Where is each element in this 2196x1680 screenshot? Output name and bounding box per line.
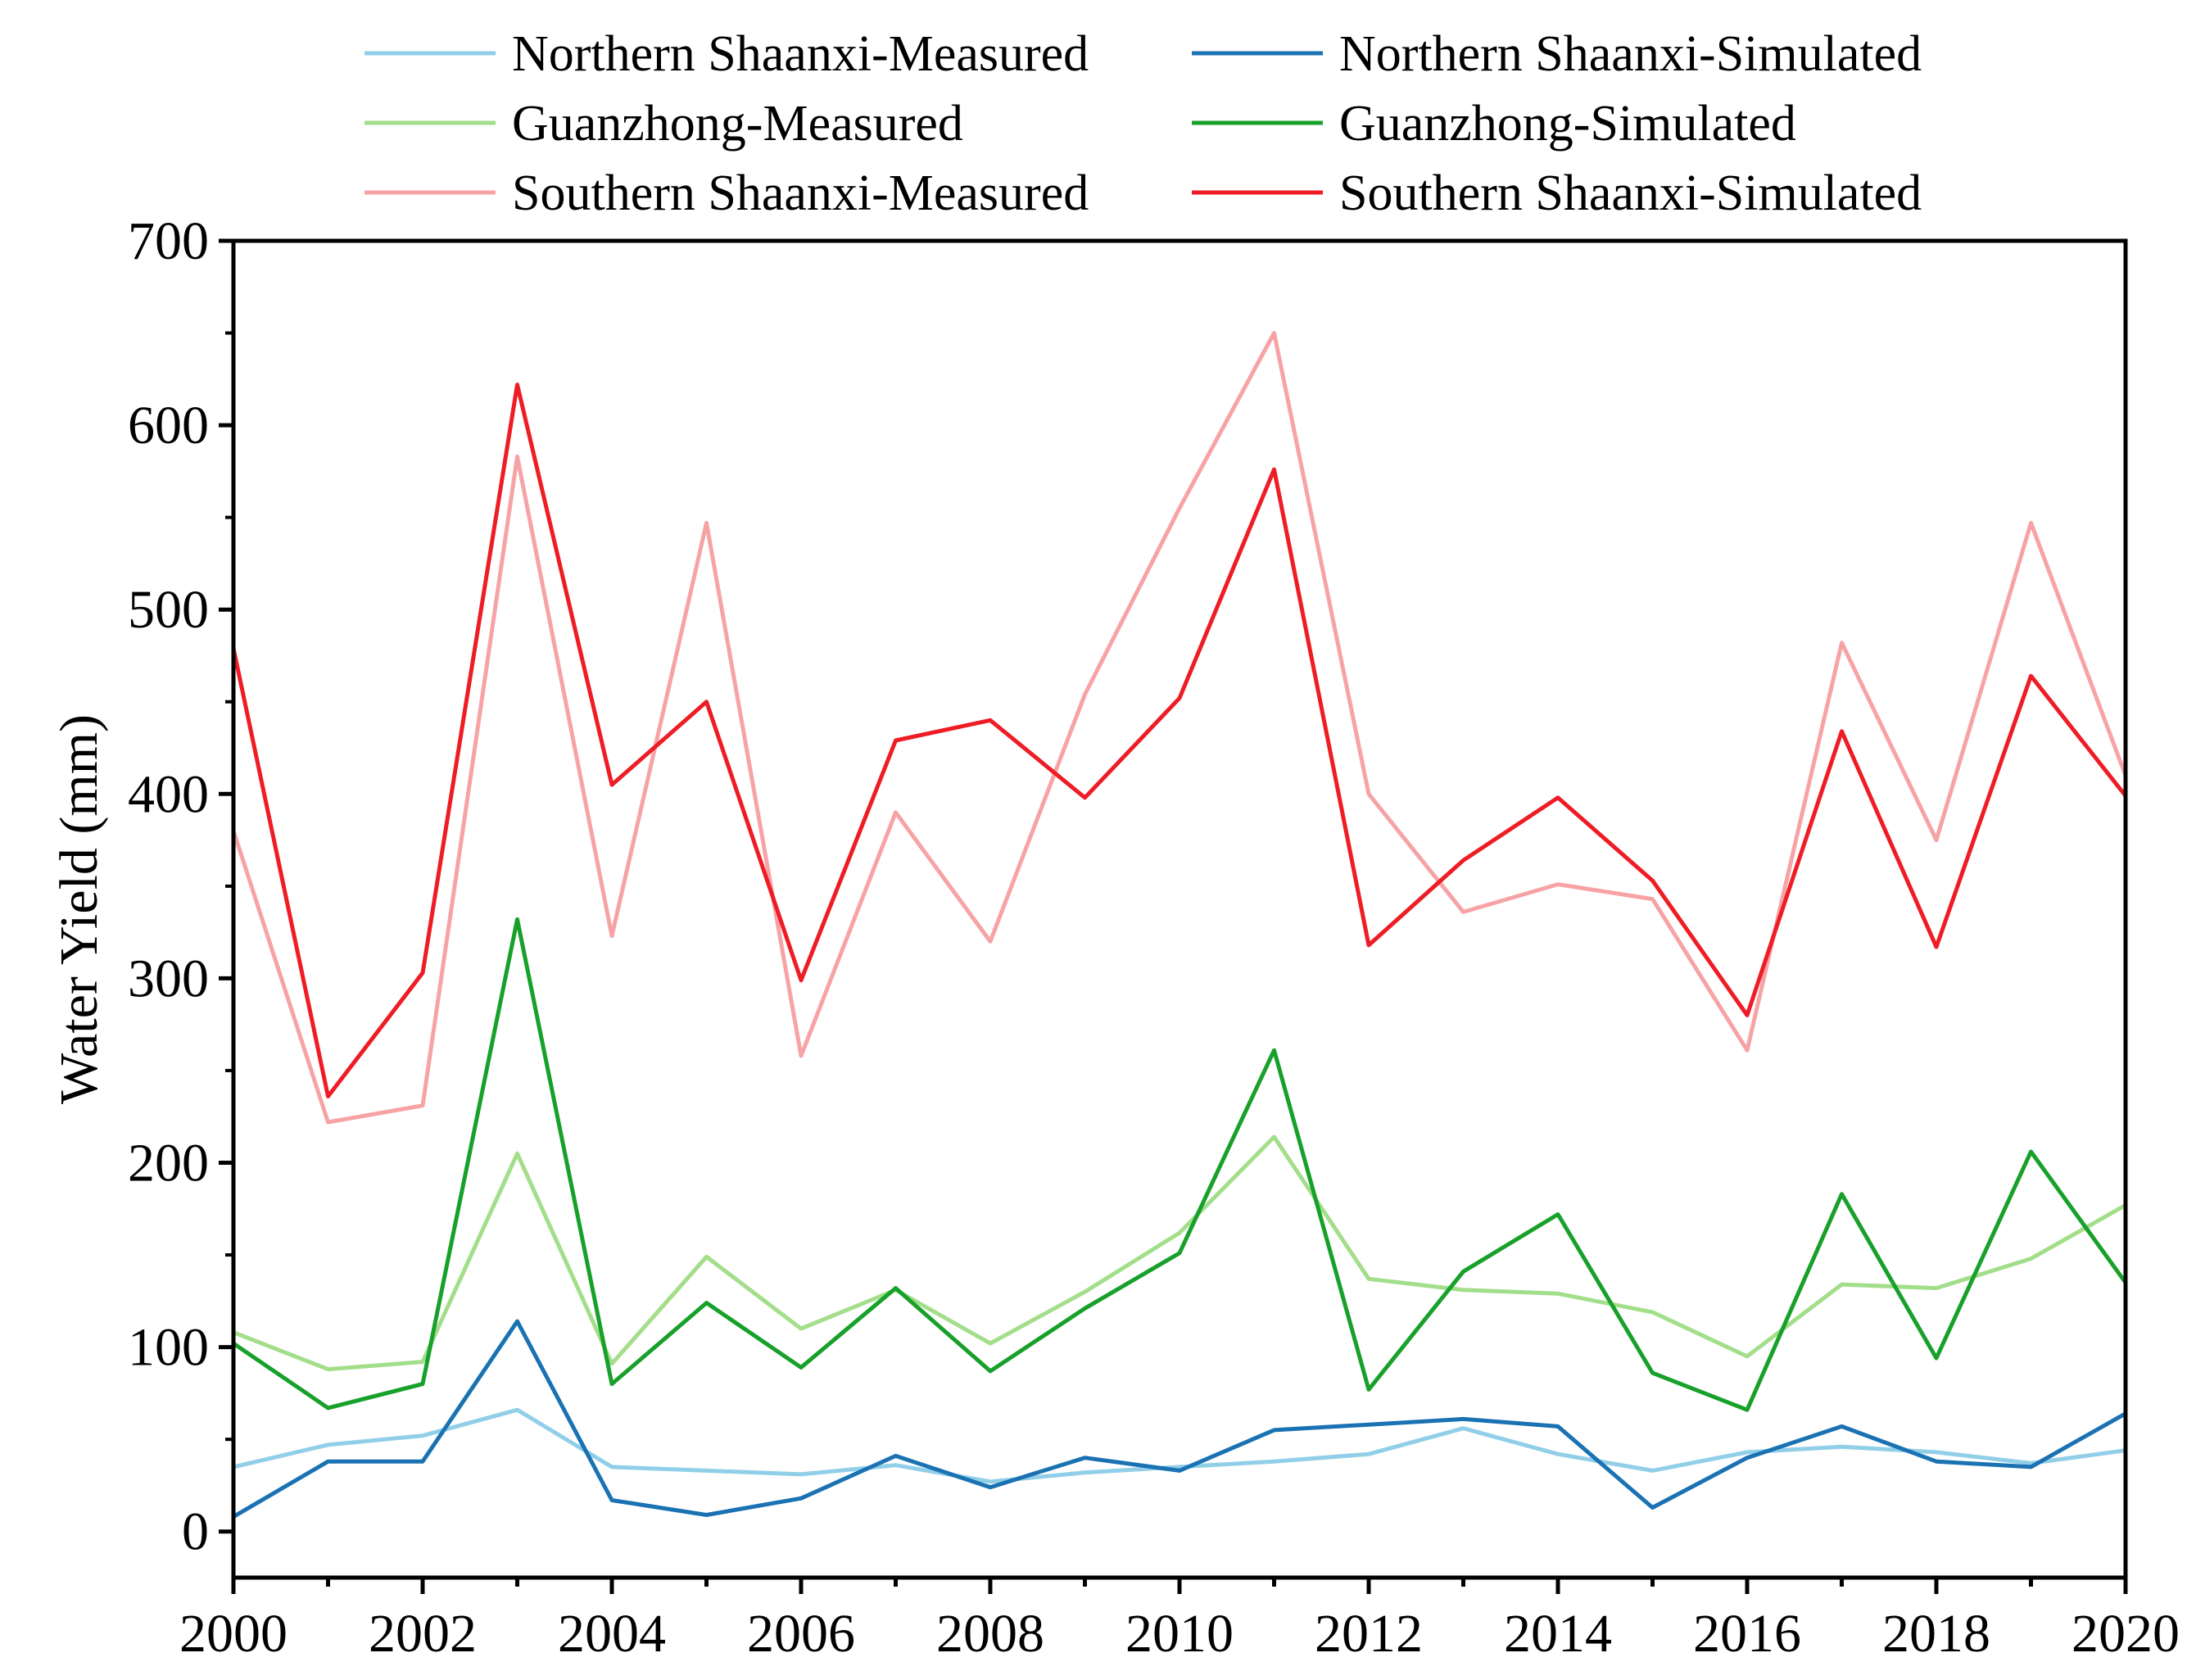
y-tick-label: 600 bbox=[128, 396, 209, 455]
x-tick-label: 2002 bbox=[369, 1604, 477, 1664]
axes: 0 100 200 300 400 500 600 700 2000 2002 2004 2006 20… bbox=[49, 211, 2180, 1664]
series-line-northern-shaanxi-simulated bbox=[231, 1319, 2128, 1519]
legend-label: Southern Shaanxi-Measured bbox=[512, 165, 1089, 221]
x-tick-label: 2010 bbox=[1125, 1604, 1234, 1664]
y-axis-title: Water Yield (mm) bbox=[49, 714, 109, 1104]
series-line-southern-shaanxi-measured bbox=[231, 331, 2128, 1125]
x-tick-label: 2004 bbox=[558, 1604, 666, 1664]
series-line-guanzhong-simulated bbox=[231, 917, 2128, 1412]
series-line-guanzhong-measured bbox=[231, 1134, 2128, 1372]
y-tick-label: 500 bbox=[128, 580, 209, 640]
series-lines bbox=[231, 331, 2128, 1519]
y-tick-label: 400 bbox=[128, 764, 209, 824]
plot-frame bbox=[231, 238, 2128, 1580]
series-line-northern-shaanxi-measured bbox=[231, 1407, 2128, 1484]
y-tick-label: 100 bbox=[128, 1318, 209, 1378]
y-tick-label: 0 bbox=[182, 1502, 209, 1562]
x-tick-label: 2006 bbox=[747, 1604, 855, 1664]
legend-label: Guanzhong-Simulated bbox=[1339, 96, 1796, 152]
series-line-southern-shaanxi-simulated bbox=[231, 383, 2128, 1098]
x-tick-label: 2014 bbox=[1504, 1604, 1612, 1664]
legend-label: Northern Shaanxi-Measured bbox=[512, 26, 1089, 82]
x-tick-label: 2000 bbox=[179, 1604, 288, 1664]
y-tick-label: 700 bbox=[128, 211, 209, 271]
legend: Northern Shaanxi-Measured Northern Shaanx… bbox=[364, 26, 1922, 221]
x-tick-label: 2012 bbox=[1315, 1604, 1423, 1664]
legend-label: Guanzhong-Measured bbox=[512, 96, 963, 152]
x-tick-label: 2016 bbox=[1693, 1604, 1801, 1664]
x-tick-label: 2020 bbox=[2071, 1604, 2180, 1664]
y-tick-label: 300 bbox=[128, 949, 209, 1008]
legend-label: Northern Shaanxi-Simulated bbox=[1339, 26, 1922, 82]
legend-label: Southern Shaanxi-Simulated bbox=[1339, 165, 1922, 221]
y-tick-label: 200 bbox=[128, 1134, 209, 1193]
x-tick-label: 2008 bbox=[936, 1604, 1044, 1664]
x-tick-label: 2018 bbox=[1882, 1604, 1990, 1664]
